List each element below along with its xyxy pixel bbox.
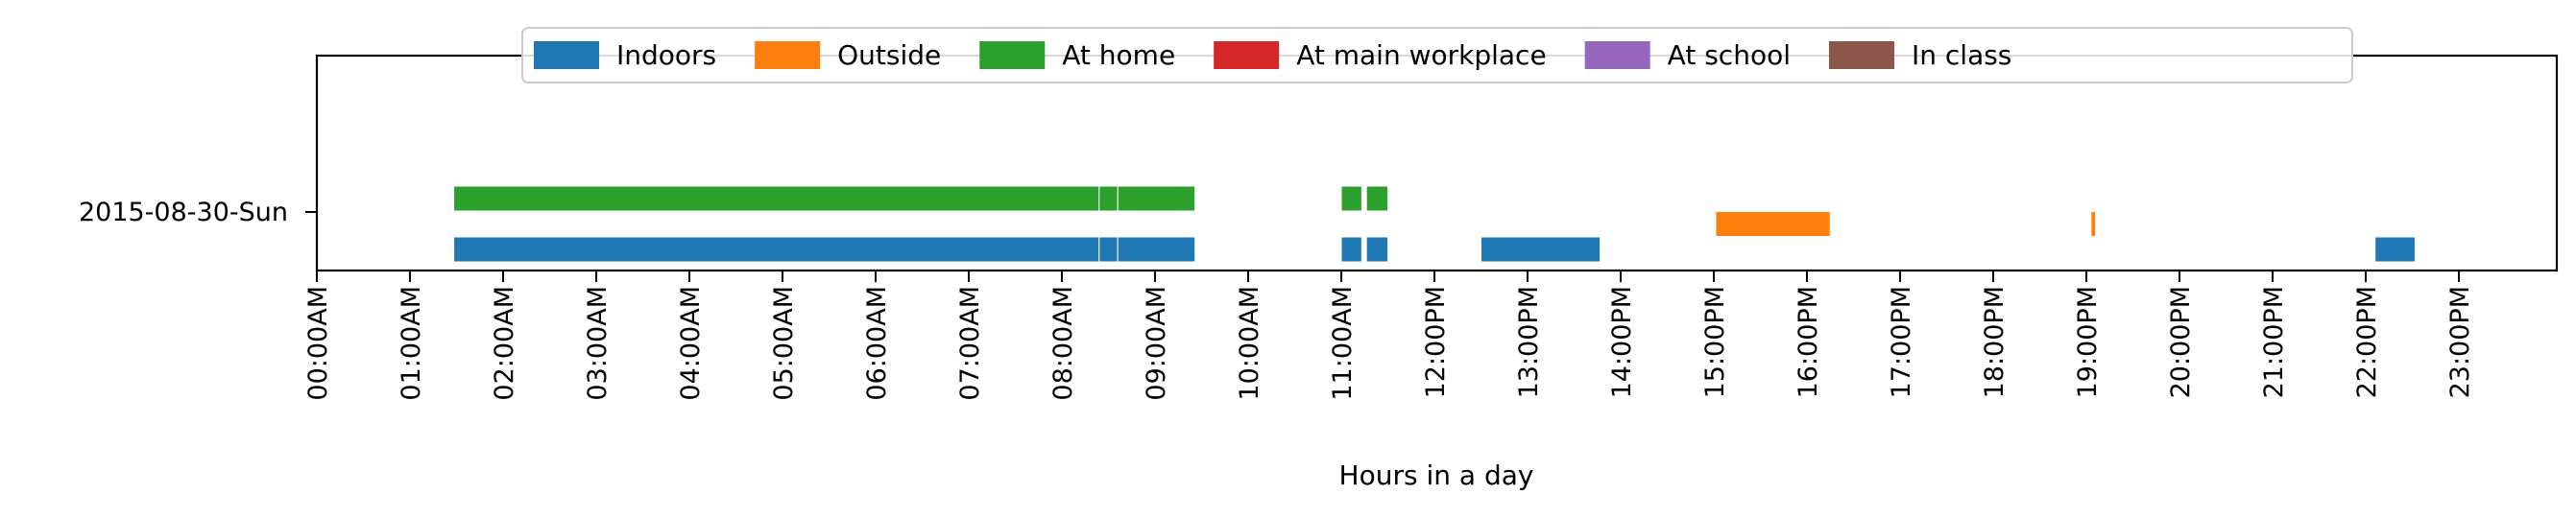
x-axis-tick-label: 06:00AM	[862, 286, 892, 401]
bar-indoors-5	[1481, 236, 1601, 263]
x-axis-tick-label: 08:00AM	[1048, 286, 1078, 401]
x-axis-tick-label: 22:00PM	[2352, 286, 2382, 398]
x-axis-tick-label: 20:00PM	[2166, 286, 2196, 398]
activity-bars	[453, 185, 2416, 263]
bar-indoors-6	[2374, 236, 2416, 263]
legend-swatch-in-class	[1828, 41, 1894, 69]
x-axis-tick-label: 11:00AM	[1328, 286, 1358, 401]
x-axis-tick-label: 14:00PM	[1607, 286, 1637, 398]
bar-indoors-1	[1098, 236, 1119, 263]
x-axis-tick-label: 03:00AM	[583, 286, 613, 401]
x-axis-tick-label: 07:00AM	[955, 286, 985, 401]
x-axis-tick-label: 02:00AM	[490, 286, 519, 401]
bar-indoors-2	[1117, 236, 1196, 263]
x-axis-tick-label: 17:00PM	[1887, 286, 1916, 398]
legend: Indoors Outside At home At main workplace At…	[521, 27, 2353, 83]
legend-swatch-at-main-workplace	[1214, 41, 1280, 69]
legend-label-at-main-workplace: At main workplace	[1296, 39, 1547, 71]
x-axis-label: Hours in a day	[1339, 459, 1534, 491]
x-axis: 00:00AM 01:00AM 02:00AM 03:00AM 04:00AM 05:00…	[303, 271, 2475, 401]
legend-label-at-home: At home	[1062, 39, 1175, 71]
x-axis-tick-label: 13:00PM	[1514, 286, 1544, 398]
bar-at-home-4	[1365, 185, 1388, 212]
bar-outside-1	[2090, 211, 2097, 237]
x-axis-tick-label: 18:00PM	[1980, 286, 2010, 398]
x-axis-tick-label: 12:00PM	[1421, 286, 1451, 398]
legend-label-outside: Outside	[837, 39, 941, 71]
legend-label-indoors: Indoors	[616, 39, 716, 71]
x-axis-tick-label: 04:00AM	[676, 286, 706, 401]
bar-indoors-0	[453, 236, 1100, 263]
x-axis-tick-label: 09:00AM	[1142, 286, 1171, 401]
y-axis-row-label: 2015-08-30-Sun	[79, 198, 288, 227]
x-axis-tick-label: 23:00PM	[2445, 286, 2475, 398]
x-axis-tick-label: 16:00PM	[1794, 286, 1823, 398]
legend-swatch-at-school	[1584, 41, 1650, 69]
bar-at-home-0	[453, 185, 1100, 212]
bar-at-home-2	[1117, 185, 1196, 212]
x-axis-tick-label: 21:00PM	[2259, 286, 2289, 398]
legend-swatch-at-home	[979, 41, 1046, 69]
bar-at-home-1	[1098, 185, 1119, 212]
legend-swatch-indoors	[534, 41, 599, 69]
legend-label-at-school: At school	[1668, 39, 1791, 71]
bar-outside-0	[1715, 211, 1831, 237]
x-axis-tick-label: 19:00PM	[2073, 286, 2103, 398]
bar-indoors-4	[1365, 236, 1388, 263]
x-axis-tick-label: 05:00AM	[769, 286, 799, 401]
legend-swatch-outside	[755, 41, 821, 69]
x-axis-tick-label: 01:00AM	[397, 286, 426, 401]
x-axis-tick-label: 15:00PM	[1700, 286, 1730, 398]
legend-label-in-class: In class	[1912, 39, 2011, 71]
x-axis-tick-label: 10:00AM	[1235, 286, 1264, 401]
bar-indoors-3	[1340, 236, 1362, 263]
y-axis: 2015-08-30-Sun	[79, 198, 317, 227]
bar-at-home-3	[1340, 185, 1362, 212]
x-axis-tick-label: 00:00AM	[303, 286, 333, 401]
